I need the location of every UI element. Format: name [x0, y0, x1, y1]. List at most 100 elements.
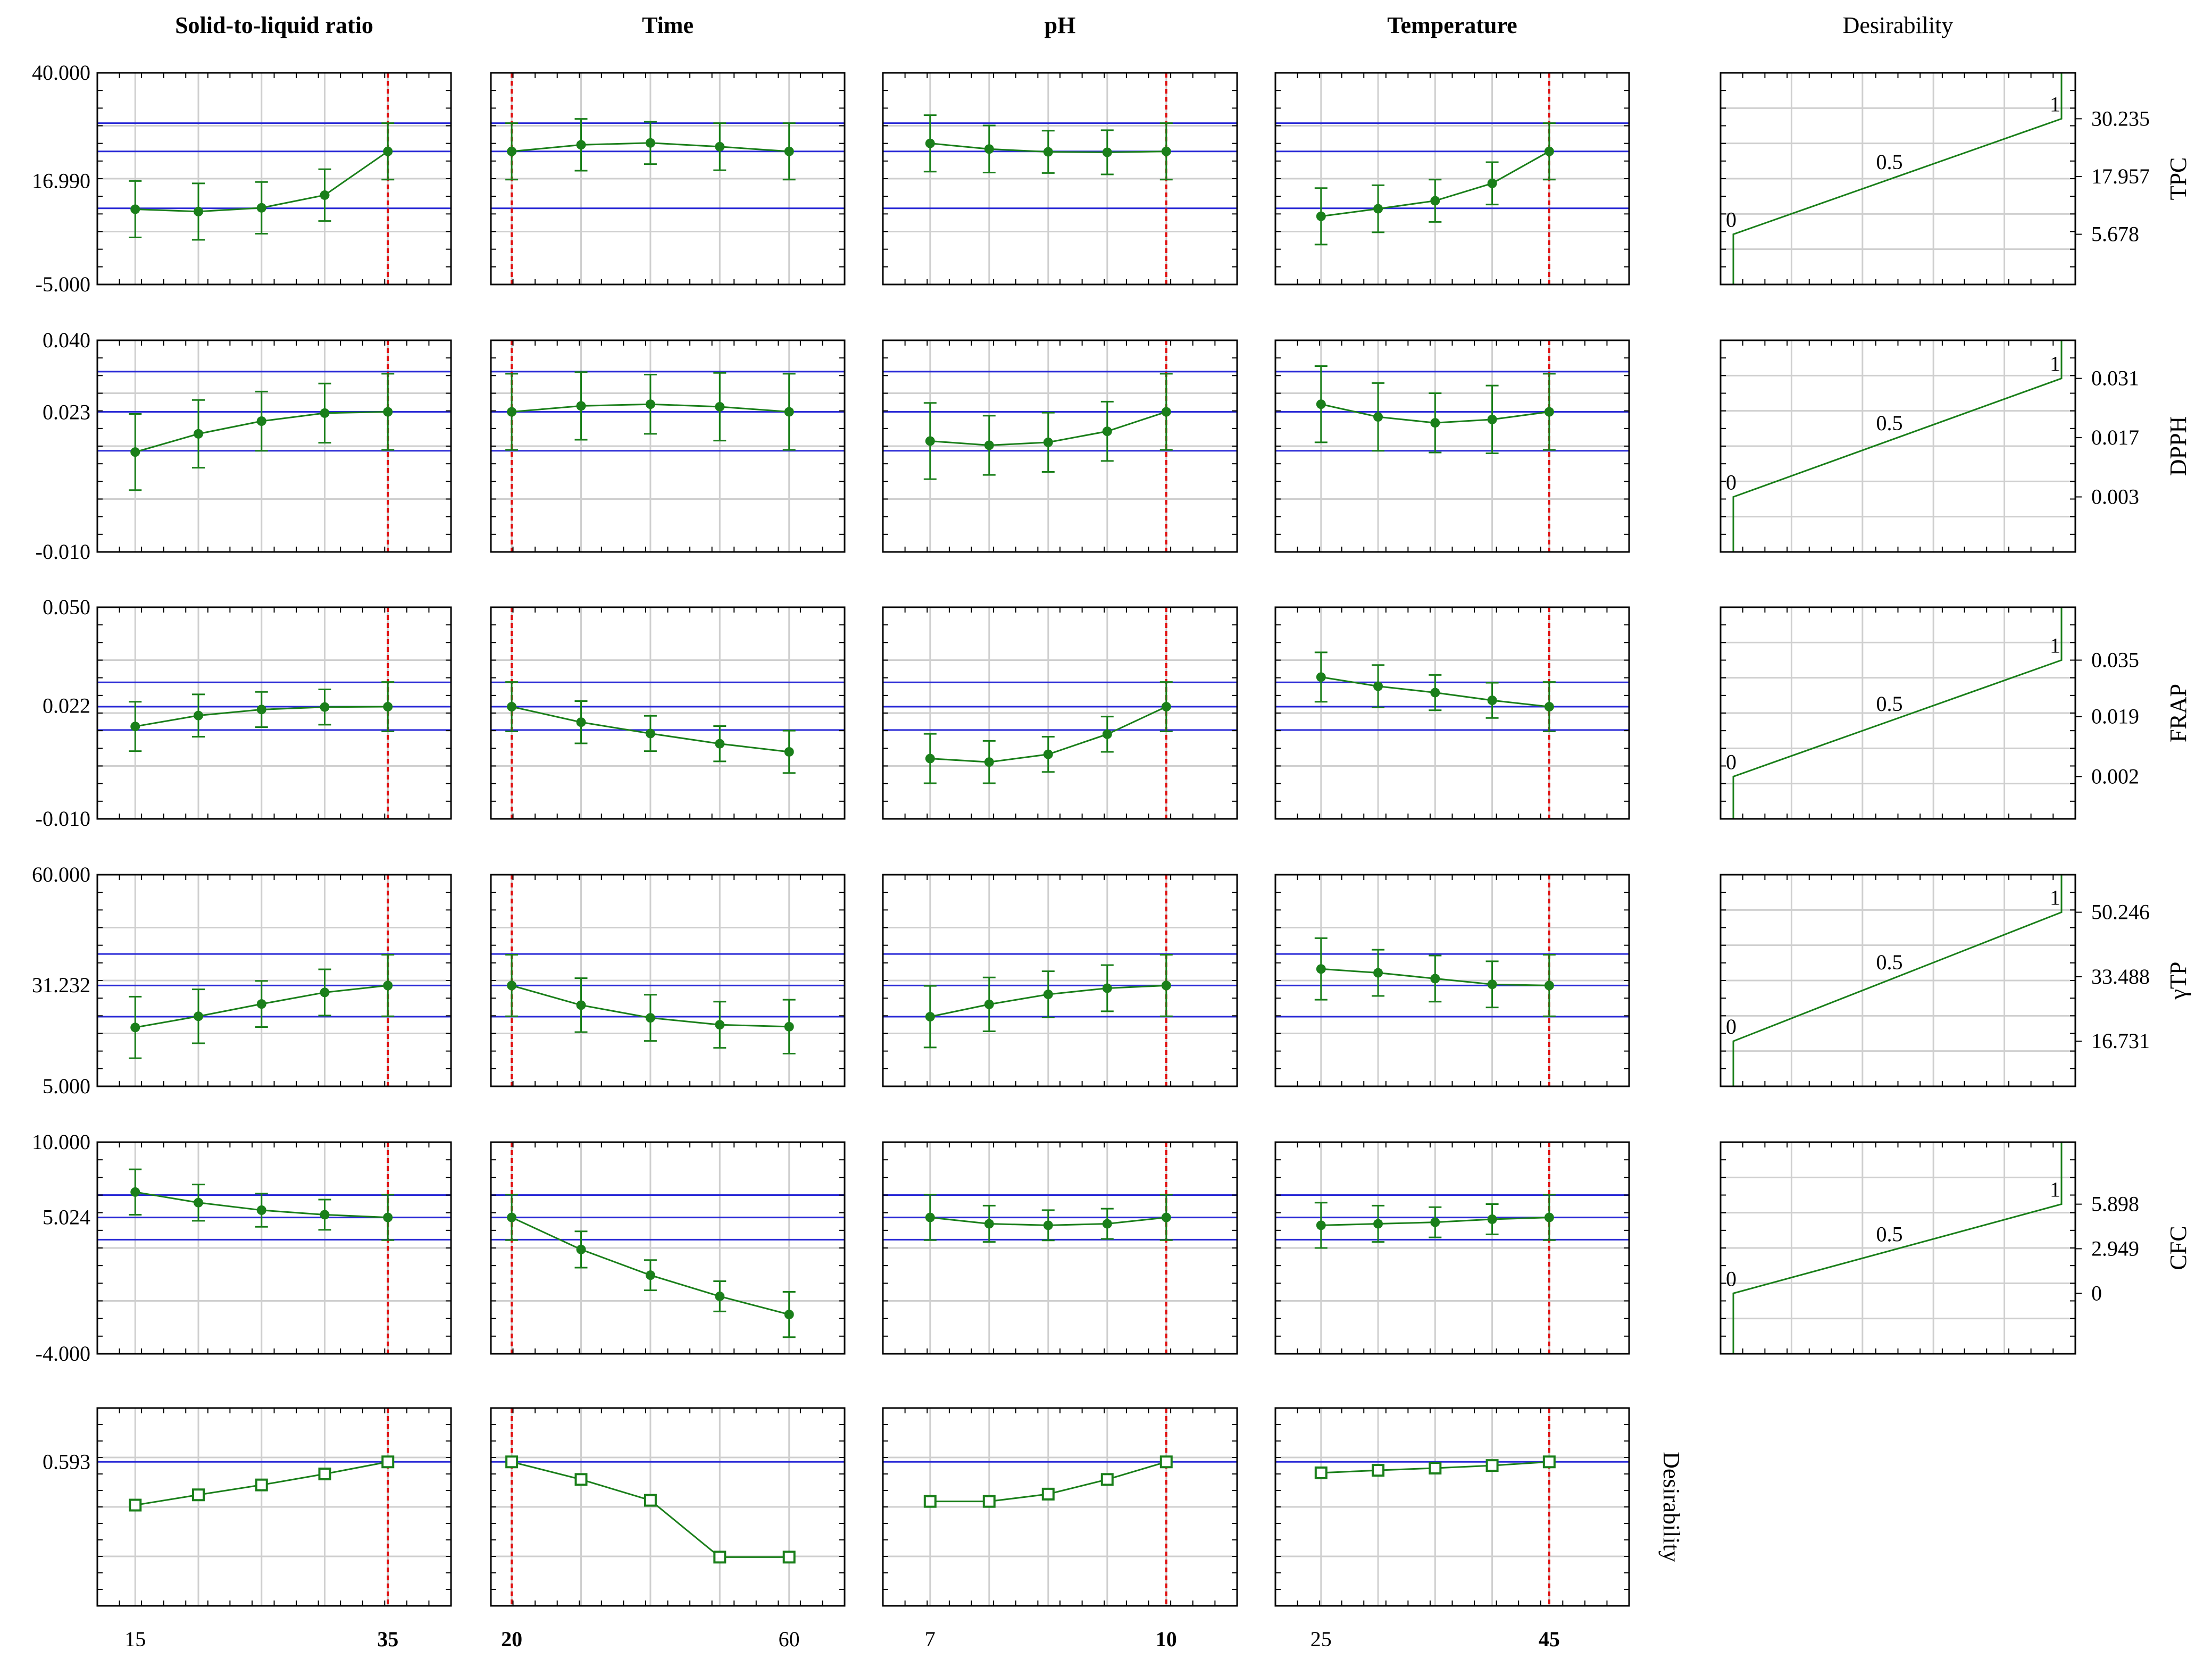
profile-point: [130, 722, 140, 732]
profile-point: [984, 1219, 994, 1229]
x-tick-label: 7: [925, 1627, 936, 1651]
profile-point: [320, 987, 330, 998]
desirability-function-panel: 0 0.5 1 0.031 0.017 0.003 DPPH: [1719, 339, 2191, 553]
left-tick-label: 5.024: [43, 1205, 90, 1229]
desirability-zero-label: 0: [1726, 1015, 1737, 1038]
profile-panel: [1274, 606, 1630, 820]
right-tick-label: 0.031: [2091, 366, 2139, 390]
profile-point: [320, 702, 330, 712]
profile-point: [1161, 407, 1171, 417]
profile-point: [383, 407, 393, 417]
right-tick-label: 2.949: [2091, 1236, 2139, 1260]
profile-point: [1041, 1487, 1055, 1501]
x-tick-label: 15: [124, 1627, 146, 1651]
profile-point: [576, 1000, 586, 1010]
profile-point: [256, 1205, 266, 1215]
profile-panel: [1274, 339, 1630, 553]
profile-point: [383, 981, 393, 991]
panel-frame: [882, 606, 1238, 820]
profile-point: [1373, 681, 1383, 691]
profile-point: [1316, 211, 1326, 221]
profile-point: [645, 399, 655, 409]
profile-point: [715, 1291, 725, 1301]
profile-point: [645, 138, 655, 148]
profile-point: [984, 144, 994, 154]
right-tick-label: 0.019: [2091, 705, 2139, 728]
desirability-column-title: Desirability: [1843, 12, 1954, 38]
desirability-half-label: 0.5: [1876, 692, 1903, 716]
profile-point: [925, 1012, 935, 1022]
desirability-half-label: 0.5: [1876, 950, 1903, 974]
profile-point: [1161, 702, 1171, 712]
profile-panel: [490, 874, 846, 1087]
profile-panel: [490, 606, 846, 820]
profile-point: [507, 702, 517, 712]
profile-point: [1102, 1219, 1112, 1229]
overall-desirability-panel: [882, 1407, 1238, 1607]
left-tick-label: 0.040: [43, 328, 90, 352]
left-tick-labels: 0.050 0.022 -0.010: [36, 595, 90, 831]
left-tick-label: 0.022: [43, 694, 90, 718]
profile-point: [129, 1498, 142, 1512]
profile-point: [576, 140, 586, 150]
profile-point: [1161, 146, 1171, 156]
panel-frame: [490, 874, 846, 1087]
profile-point: [1430, 974, 1440, 984]
left-tick-labels: 0.040 0.023 -0.010: [36, 328, 90, 564]
profile-point: [784, 407, 794, 417]
overall-desirability-row: 0.593 Desirability: [43, 1407, 1684, 1607]
panel-frame: [1274, 606, 1630, 820]
panel-frame: [1274, 1141, 1630, 1355]
profile-point: [984, 440, 994, 450]
profile-point: [130, 1023, 140, 1033]
profile-point: [507, 1212, 517, 1222]
panel-frame: [490, 72, 846, 286]
panel-frame: [490, 1407, 846, 1607]
profile-panel: [882, 72, 1238, 286]
profile-point: [1430, 196, 1440, 206]
column-title: Temperature: [1387, 12, 1517, 38]
profile-panel: [882, 606, 1238, 820]
desirability-function-panel: 0 0.5 1 50.246 33.488 16.731 γTP: [1719, 874, 2191, 1087]
profile-panel: [96, 874, 452, 1087]
panel-frame: [96, 72, 452, 286]
profile-point: [1314, 1466, 1328, 1479]
profile-point: [1542, 1455, 1556, 1469]
panel-frame: [96, 874, 452, 1087]
left-tick-label: -4.000: [36, 1342, 90, 1365]
profile-point: [1043, 147, 1053, 157]
profile-point: [784, 1310, 794, 1320]
profile-point: [1430, 418, 1440, 428]
row-label: FRAP: [2165, 684, 2191, 742]
right-tick-label: 17.957: [2091, 164, 2150, 188]
left-tick-label: 10.000: [32, 1130, 90, 1154]
profile-point: [1102, 147, 1112, 157]
panel-frame: [882, 1141, 1238, 1355]
profile-point: [1487, 1214, 1497, 1224]
profile-point: [984, 757, 994, 767]
right-tick-label: 5.678: [2091, 222, 2139, 246]
profile-point: [1487, 178, 1497, 188]
profile-point: [1102, 729, 1112, 739]
panel-frame: [1274, 1407, 1630, 1607]
left-tick-labels: 40.000 16.990 -5.000: [32, 61, 90, 296]
profile-point: [1429, 1461, 1442, 1474]
desirability-function-line: [1732, 340, 2063, 552]
panel-frame: [882, 72, 1238, 286]
profile-point: [1487, 414, 1497, 424]
profile-point: [381, 1455, 395, 1469]
desirability-one-label: 1: [2050, 634, 2060, 658]
panel-frame: [1274, 874, 1630, 1087]
profile-point: [1544, 407, 1554, 417]
profile-point: [1544, 146, 1554, 156]
profile-point: [1102, 426, 1112, 437]
profile-point: [715, 739, 725, 749]
right-tick-label: 16.731: [2091, 1029, 2150, 1053]
profile-point: [1430, 688, 1440, 698]
row-label: γTP: [2165, 962, 2191, 1000]
x-tick-label: 35: [377, 1627, 398, 1651]
desirability-function-panel: 0 0.5 1 5.898 2.949 0 CFC: [1719, 1141, 2191, 1355]
right-tick-label: 0.017: [2091, 425, 2139, 449]
profile-point: [715, 141, 725, 152]
row-label: CFC: [2165, 1226, 2191, 1270]
